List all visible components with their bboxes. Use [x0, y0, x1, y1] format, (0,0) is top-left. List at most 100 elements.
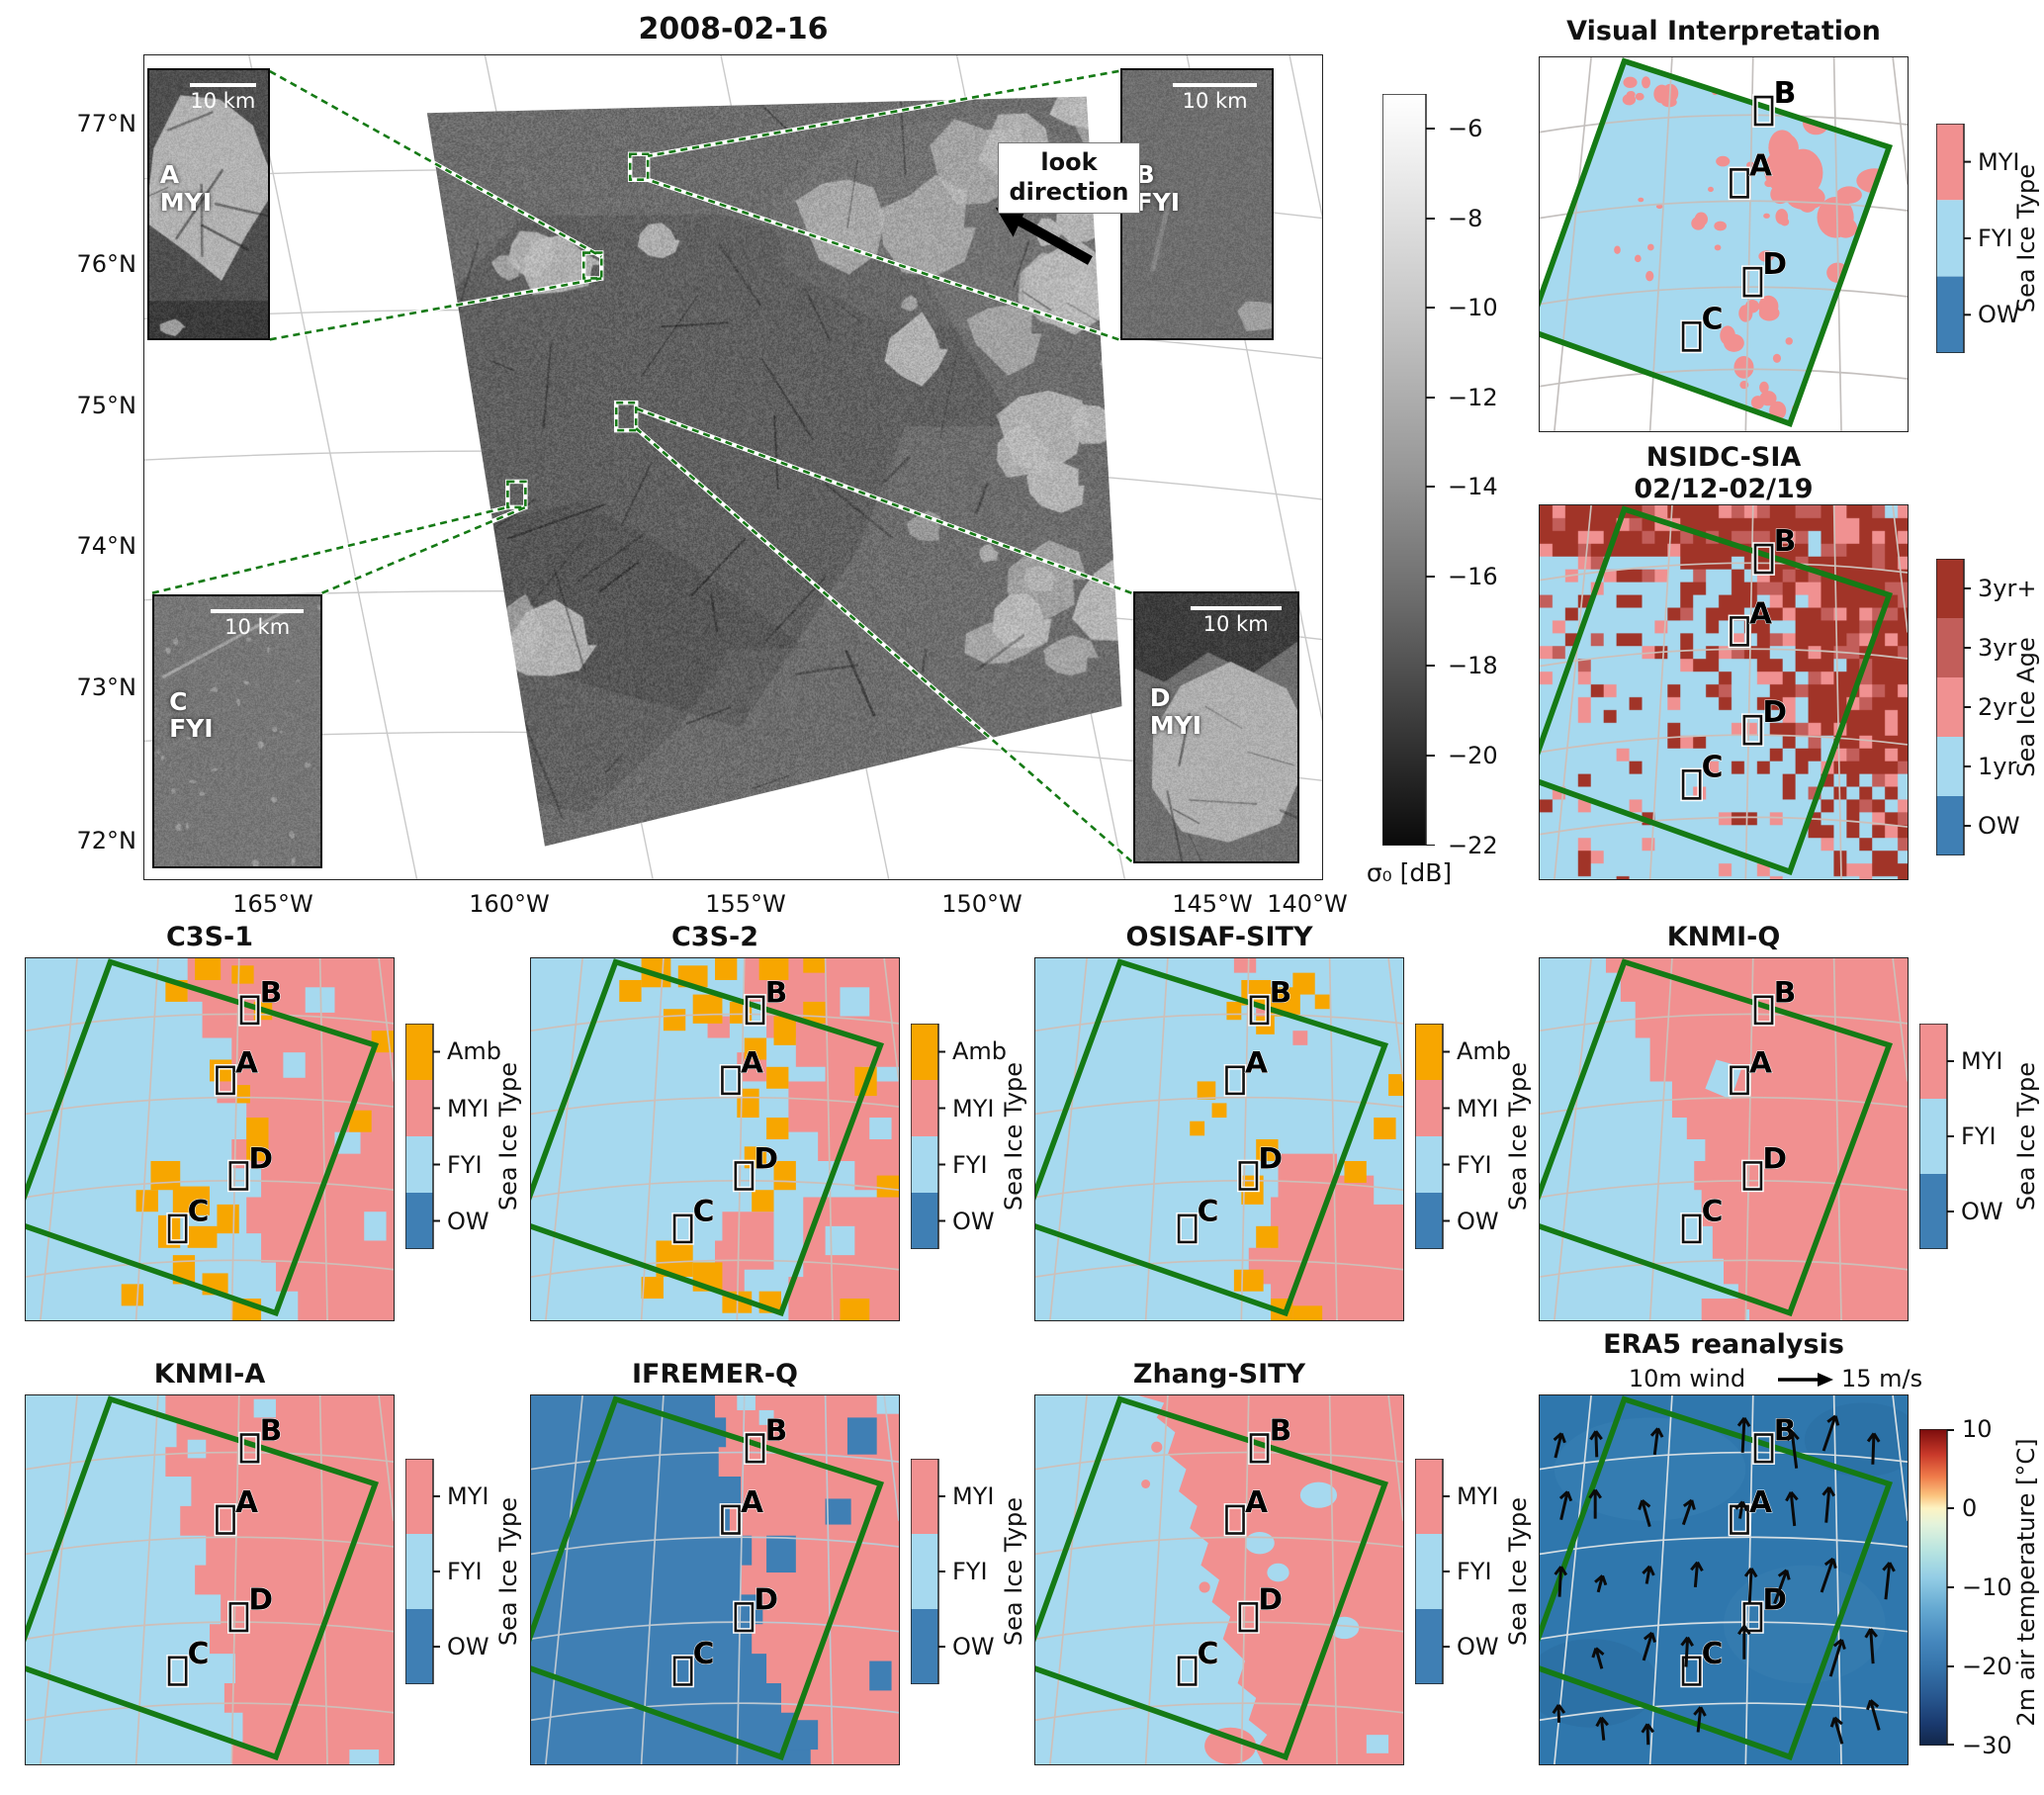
- inset-a-letter: A: [159, 160, 180, 190]
- lat-tick-76n: 76°N: [76, 250, 137, 278]
- marker-label-d: D: [1762, 247, 1787, 282]
- wind-arrow-icon: [1822, 1414, 1840, 1452]
- legend-ow: OW: [1978, 301, 2020, 328]
- legend-axis-sea-ice-type: Sea Ice Type: [494, 1061, 522, 1212]
- marker-box-d: [228, 1602, 249, 1633]
- zhang-map: B A D C: [1035, 1395, 1403, 1764]
- inset-b: 10 km B FYI: [1120, 68, 1274, 340]
- myi-floe: [1764, 148, 1801, 193]
- look-line2: direction: [1009, 178, 1129, 206]
- marker-box-a: [1730, 1065, 1749, 1096]
- knmia-title: KNMI-A: [153, 1359, 266, 1390]
- legend-ow: OW: [952, 1633, 995, 1660]
- graticule-line: [1540, 1259, 1908, 1278]
- legend-ow: OW: [952, 1208, 995, 1235]
- main-sar-panel: 10 km A MYI 10 km B FYI 10 km C FYI: [143, 54, 1323, 880]
- marker-label-d: D: [754, 1142, 778, 1176]
- marker-halo: [1741, 713, 1764, 747]
- marker-box-d: [1742, 1602, 1763, 1633]
- inset-c: 10 km C FYI: [152, 594, 322, 868]
- inset-d-label: D MYI: [1150, 684, 1201, 739]
- graticule-line: [1648, 1395, 1673, 1764]
- legend-axis-sea-ice-age: Sea Ice Age: [2012, 637, 2040, 777]
- wind-arrow-icon: [1554, 1566, 1568, 1597]
- marker-label-a: A: [1749, 1485, 1772, 1520]
- graticule-line: [378, 1395, 394, 1521]
- wind-arrow-icon: [1736, 1416, 1751, 1453]
- era5-tick-10: 10: [1962, 1415, 1993, 1443]
- graticule-line: [1892, 57, 1908, 185]
- marker-box-c: [1681, 321, 1702, 352]
- marker-box-b: [239, 1433, 260, 1464]
- knmiq-map: B A D C: [1540, 958, 1908, 1320]
- graticule-line: [883, 958, 899, 1082]
- legend-ow: OW: [447, 1208, 489, 1235]
- nsidc-legend: [1935, 558, 1974, 859]
- myi-floe: [1708, 186, 1714, 193]
- knmia-map: B A D C: [26, 1395, 394, 1764]
- graticule-line: [26, 1259, 394, 1278]
- sigma0-label: σ₀ [dB]: [1366, 858, 1453, 887]
- look-direction-arrow-icon: [995, 207, 1093, 265]
- marker-box-c: [167, 1656, 188, 1686]
- inset-d-letter: D: [1149, 683, 1171, 713]
- legend-fyi: FYI: [952, 1558, 988, 1585]
- c3s1-legend: [404, 1023, 443, 1253]
- marker-box-c: [1681, 1213, 1702, 1244]
- lon-tick-155w: 155°W: [705, 890, 786, 918]
- graticule-line: [40, 1395, 78, 1764]
- scene-outline: [1035, 1395, 1389, 1761]
- marker-box-b: [1753, 95, 1774, 127]
- legend-myi: MYI: [447, 1095, 489, 1122]
- marker-halo: [1728, 614, 1751, 649]
- graticule-line: [1540, 648, 1908, 668]
- marker-label-c: C: [1702, 750, 1724, 784]
- graticule-line: [531, 1451, 899, 1471]
- osisaf-title: OSISAF-SITY: [1125, 922, 1313, 952]
- graticule-line: [1554, 57, 1592, 431]
- marker-label-a: A: [235, 1046, 258, 1080]
- marker-box-d: [1238, 1602, 1259, 1633]
- graticule-line: [545, 958, 583, 1320]
- marker-label-d: D: [1258, 1142, 1283, 1176]
- lon-tick-165w: 165°W: [232, 890, 313, 918]
- marker-label-d: D: [248, 1582, 273, 1617]
- marker-box-a: [1225, 1065, 1245, 1096]
- myi-floe: [1645, 270, 1654, 282]
- graticule-line: [1328, 1395, 1338, 1764]
- inset-a-type: MYI: [159, 187, 213, 217]
- sigma0-tick-12: −12: [1448, 384, 1498, 411]
- myi-floe: [1691, 217, 1706, 230]
- zhang-legend: [1414, 1458, 1453, 1688]
- myi-floe: [1868, 94, 1890, 112]
- myi-floe: [1775, 209, 1789, 224]
- wind-arrow-icon: [1786, 1430, 1800, 1469]
- myi-floe: [1720, 325, 1735, 346]
- wind-arrow-icon: [1552, 1704, 1566, 1723]
- legend-ow: OW: [447, 1633, 489, 1660]
- graticule-line: [1540, 286, 1908, 306]
- graticule-line: [26, 1013, 394, 1032]
- c3s2-title: C3S-2: [670, 922, 759, 952]
- marker-box-d: [1238, 1161, 1259, 1191]
- wind-arrow-icon: [1642, 1565, 1655, 1584]
- myi-floe: [1858, 267, 1882, 289]
- ifremerq-title: IFREMER-Q: [632, 1359, 798, 1390]
- wind-arrow-icon: [1773, 1569, 1791, 1604]
- legend-1yr: 1yr: [1978, 753, 2017, 780]
- marker-label-c: C: [1198, 1195, 1219, 1228]
- graticule-line: [1240, 1395, 1250, 1764]
- inset-b-letter: B: [1135, 160, 1155, 190]
- marker-box-a: [216, 1504, 235, 1535]
- legend-3yrplus: 3yr+: [1978, 575, 2037, 602]
- marker-box-c: [1177, 1656, 1198, 1686]
- inset-d: 10 km D MYI: [1133, 591, 1299, 863]
- marker-label-b: B: [1270, 976, 1292, 1010]
- amb-patches: [619, 958, 899, 1320]
- nsidc-title-2: 02/12-02/19: [1634, 474, 1814, 504]
- scale-bar: [211, 609, 305, 613]
- scene-outline: [531, 1395, 885, 1761]
- lat-tick-75n: 75°N: [76, 392, 137, 419]
- marker-box-c: [167, 1213, 188, 1244]
- graticule-line: [1035, 1259, 1403, 1278]
